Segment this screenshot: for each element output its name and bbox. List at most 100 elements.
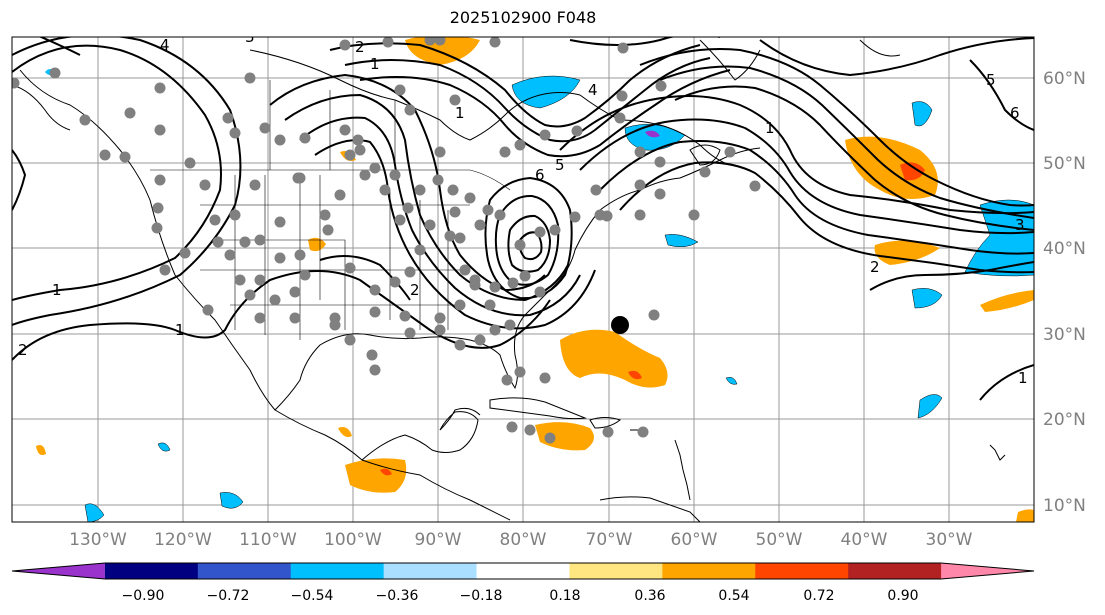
station-marker [648,309,660,321]
station-marker [549,224,561,236]
station-marker [514,139,526,151]
station-marker [154,82,166,94]
station-marker [504,319,516,331]
contour-label: 1 [765,119,775,137]
station-marker [544,432,556,444]
station-marker [404,104,416,116]
newfoundland [689,144,721,166]
station-marker [434,37,446,46]
lat-label: 30°N [1043,325,1086,345]
station-marker [655,80,667,92]
colorbar [11,562,1035,580]
station-marker [454,299,466,311]
station-marker [229,127,241,139]
coast-gulf [274,147,761,411]
coast-pacific-nw [19,69,511,521]
station-marker [152,202,164,214]
colorbar-tick-label: −0.90 [122,588,165,604]
station-marker [424,37,436,46]
station-marker [634,146,646,158]
shade-blue-sargasso [664,234,699,248]
alaska-panhandle [12,84,71,131]
colorbar-tick-label: 0.18 [549,588,580,604]
station-marker [239,236,251,248]
shade-purple-core [645,130,660,138]
colorbar-tick-label: 0.36 [634,588,665,604]
shade-orange-east-2 [980,290,1034,312]
station-marker [514,239,526,251]
lat-label: 20°N [1043,410,1086,430]
lon-label: 80°W [500,530,547,550]
station-marker [434,312,446,324]
colorbar-tick-label: 0.90 [887,588,918,604]
cuba [489,397,587,420]
colorbar-tick-label: 0.72 [803,588,834,604]
station-marker [539,372,551,384]
station-marker [49,67,61,79]
station-marker [154,174,166,186]
station-marker [507,277,519,289]
station-marker [244,289,256,301]
station-marker [366,349,378,361]
contour-lines [12,37,1034,401]
contour-label: 6 [535,166,545,184]
station-marker [179,247,191,259]
station-marker [274,216,286,228]
station-marker [274,252,286,264]
station-marker [222,112,234,124]
station-marker [614,112,626,124]
station-marker [489,324,501,336]
station-marker [534,226,546,238]
lat-label: 40°N [1043,239,1086,259]
station-marker [404,266,416,278]
station-marker [489,281,501,293]
station-marker [319,209,331,221]
colorbar-outline [11,562,1035,580]
contour-label: 1 [370,55,380,73]
station-marker [482,204,494,216]
shade-blue-pacific-2 [219,492,244,509]
station-marker [590,184,602,196]
contour-label: 2 [870,258,880,276]
station-marker [447,184,459,196]
shade-blue-caribbean2 [725,377,738,385]
station-marker [352,134,364,146]
colorbar-tick-label: −0.18 [460,588,503,604]
colorbar-tick-label: −0.54 [291,588,334,604]
colorbar-segment [104,563,199,579]
station-marker [404,327,416,339]
station-marker [202,304,214,316]
lon-label: 130°W [69,530,127,550]
coast-mexico [361,411,479,461]
station-marker [359,169,371,181]
station-marker [224,249,236,261]
station-marker [414,184,426,196]
station-marker [334,189,346,201]
station-marker [369,162,381,174]
station-marker [444,230,456,242]
shade-blue-east-1 [964,199,1034,277]
colorbar-segment [755,563,849,579]
station-marker [454,339,466,351]
colorbar-tick-label: −0.72 [207,588,250,604]
coastlines [12,39,1006,522]
station-marker [289,286,301,298]
shade-blue-east-2 [911,288,943,309]
station-marker [434,146,446,158]
station-marker [12,77,20,89]
station-marker [339,124,351,136]
lon-label: 30°W [926,530,973,550]
contour-label: 5 [555,156,565,174]
lon-label: 110°W [239,530,297,550]
station-marker [254,312,266,324]
cape-verde [989,444,1006,461]
shade-blue-gulf [157,442,171,452]
station-marker [119,151,131,163]
station-marker [454,232,466,244]
station-marker [212,236,224,248]
shade-orange-se [1016,509,1034,522]
shade-orange-pacific [36,445,46,455]
station-marker [249,179,261,191]
contour-label: 1 [455,104,465,122]
